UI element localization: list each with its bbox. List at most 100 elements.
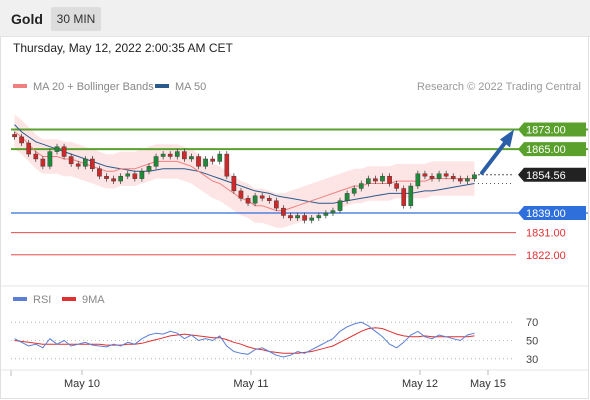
legend-ma20: MA 20 + Bollinger Bands [33,81,154,93]
candle [111,175,116,185]
candle [189,153,194,162]
candle [259,192,265,202]
candle [288,212,293,221]
bollinger-band-area [14,114,475,228]
candle [19,133,24,146]
candle [366,175,371,187]
level-label: 1854.56 [526,170,566,182]
candle [309,214,315,224]
candle [153,153,159,170]
attribution: Research © 2022 Trading Central [417,81,581,93]
level-label: 1865.00 [526,144,566,156]
candle [252,192,258,207]
level-label: 1873.00 [526,124,566,136]
candle [196,153,201,170]
timeframe-button[interactable]: 30 MIN [51,7,101,31]
price-panel: 1873.00 1865.00 1854.56 1839.00 1831.00 1822.… [1,64,588,286]
rsi-tick-label: 70 [526,317,538,329]
rsi-tick-labels: 70 50 30 [526,317,538,366]
candle [274,197,279,212]
candle [54,143,60,155]
candle [203,156,208,170]
x-tick-label: May 12 [402,378,438,390]
candle [422,170,428,180]
level-tag-resistance: 1865.00 [518,142,586,157]
candle [90,156,95,172]
candle [75,160,81,170]
candle [245,195,251,207]
candle [238,187,244,202]
candle [224,151,230,180]
candle [465,175,470,185]
level-label-target: 1822.00 [526,250,566,262]
ma50-swatch [155,84,169,88]
x-tick-label: May 15 [470,378,506,390]
price-levels [11,128,588,256]
candle [415,170,421,189]
candle [344,190,350,204]
candle [160,151,166,160]
candles [12,131,477,224]
candle [26,140,32,158]
candle [104,173,109,182]
candle [68,153,74,167]
candle [295,212,300,221]
x-tick-label: May 10 [64,378,100,390]
candle [12,131,17,140]
candle [210,156,215,165]
candle [61,143,67,160]
candle [82,156,88,170]
candle [281,205,286,219]
header-bar: Gold 30 MIN [0,0,590,37]
price-level-tags: 1873.00 1865.00 1854.56 1839.00 1831.00 1822.… [518,122,586,262]
chart-frame [0,36,589,399]
candle [217,151,223,165]
rsi-tick-label: 50 [526,336,538,348]
candle [40,156,46,170]
candle [337,197,343,214]
candle [323,210,329,219]
rsi-gridlines [11,321,514,360]
candle [358,180,364,192]
candle [351,185,357,197]
candle [443,170,449,180]
candle [373,175,378,185]
legend-rsi-ma: 9MA [82,294,105,306]
candle [330,207,336,216]
level-tag-resistance: 1873.00 [518,122,586,137]
candle [457,175,463,185]
symbol-title: Gold [11,11,43,27]
candle [139,168,145,182]
candle [167,151,173,160]
legend-rsi: RSI [33,294,51,306]
rsi-ma-swatch [62,297,76,301]
level-label: 1839.00 [526,208,566,220]
candle [450,173,456,182]
rsi-swatch [13,297,27,301]
candle [380,173,385,185]
candle [302,212,307,224]
forecast-arrow [480,129,514,175]
level-tag-support: 1839.00 [518,206,586,221]
ma20-swatch [13,84,27,88]
candle [118,173,123,185]
candle [182,148,187,162]
candle [125,170,131,180]
price-legend: MA 20 + Bollinger Bands MA 50 Research ©… [13,81,581,93]
candle [436,170,442,182]
candle [231,173,237,194]
candle [146,163,152,175]
legend-ma50: MA 50 [175,81,206,93]
candle [33,151,39,162]
x-axis-ticks: May 10 May 11 May 12 May 15 [64,370,506,390]
rsi-line [14,321,475,358]
candle [97,165,102,180]
candle [408,183,414,209]
chart-timestamp: Thursday, May 12, 2022 2:00:35 AM CET [13,41,233,55]
level-label-target: 1831.00 [526,228,566,240]
candle [266,195,272,204]
candle [472,171,477,182]
candle [394,180,399,192]
candle [132,170,138,182]
